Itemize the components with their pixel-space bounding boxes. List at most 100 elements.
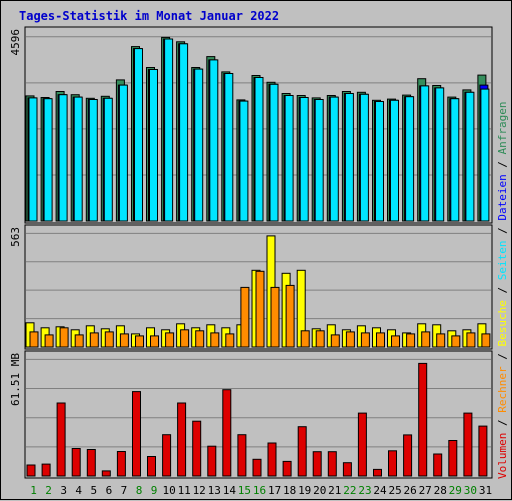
bar-rechner-day-6 bbox=[104, 331, 114, 348]
bar-seiten-day-16 bbox=[254, 77, 264, 222]
bar-seiten-day-11 bbox=[179, 43, 189, 222]
bar-volumen-day-6 bbox=[101, 470, 111, 477]
bar-seiten-day-10 bbox=[164, 38, 174, 222]
bar-seiten-day-9 bbox=[149, 69, 158, 222]
bar-rechner-day-21 bbox=[330, 334, 340, 348]
bar-rechner-day-8 bbox=[135, 335, 144, 348]
day-label-5: 5 bbox=[90, 484, 97, 497]
legend-separator: / bbox=[496, 280, 509, 300]
day-label-22: 22 bbox=[343, 484, 356, 497]
bar-volumen-day-19 bbox=[297, 426, 307, 477]
bar-rechner-day-17 bbox=[270, 286, 280, 348]
day-label-15: 15 bbox=[238, 484, 251, 497]
panel-top-ymax-label: 4596 bbox=[9, 29, 22, 56]
bar-seiten-day-8 bbox=[134, 48, 143, 222]
bar-rechner-day-16 bbox=[255, 270, 265, 348]
day-label-6: 6 bbox=[106, 484, 113, 497]
bar-volumen-day-21 bbox=[327, 451, 337, 477]
bar-rechner-day-31 bbox=[481, 333, 491, 348]
day-label-27: 27 bbox=[419, 484, 432, 497]
panel-bottom: 61.51 MB bbox=[9, 350, 493, 479]
day-label-17: 17 bbox=[268, 484, 281, 497]
day-label-8: 8 bbox=[136, 484, 143, 497]
legend-dateien: Dateien bbox=[496, 174, 509, 220]
bar-volumen-day-12 bbox=[192, 420, 202, 477]
bar-volumen-day-18 bbox=[282, 460, 292, 477]
legend-besuche: Besuche bbox=[496, 300, 509, 346]
bar-volumen-day-5 bbox=[86, 449, 96, 477]
bar-seiten-day-7 bbox=[118, 84, 128, 222]
bar-volumen-day-14 bbox=[222, 389, 232, 477]
bar-rechner-day-28 bbox=[436, 333, 446, 348]
bar-volumen-day-30 bbox=[463, 412, 473, 477]
day-label-30: 30 bbox=[464, 484, 477, 497]
bar-seiten-day-24 bbox=[375, 101, 384, 222]
legend-seiten: Seiten bbox=[496, 241, 509, 281]
bar-volumen-day-28 bbox=[433, 453, 443, 477]
legend-separator: / bbox=[496, 347, 509, 367]
day-label-23: 23 bbox=[358, 484, 371, 497]
bar-volumen-day-25 bbox=[388, 450, 397, 477]
series-legend: Volumen / Rechner / Besuche / Seiten / D… bbox=[496, 101, 509, 479]
bar-volumen-day-23 bbox=[357, 412, 367, 477]
bar-seiten-day-31 bbox=[480, 88, 490, 222]
bar-seiten-day-12 bbox=[194, 68, 204, 222]
bar-rechner-day-7 bbox=[119, 333, 129, 348]
bar-rechner-day-5 bbox=[89, 332, 99, 348]
bar-seiten-day-19 bbox=[299, 97, 309, 222]
bar-rechner-day-26 bbox=[406, 333, 416, 348]
bar-rechner-day-15 bbox=[240, 286, 250, 348]
bar-rechner-day-4 bbox=[74, 334, 84, 348]
bar-volumen-day-9 bbox=[147, 456, 156, 477]
bar-volumen-day-8 bbox=[132, 391, 141, 477]
day-label-12: 12 bbox=[193, 484, 206, 497]
day-label-13: 13 bbox=[208, 484, 221, 497]
bar-seiten-day-5 bbox=[88, 99, 98, 222]
legend-separator: / bbox=[496, 413, 509, 433]
bar-volumen-day-13 bbox=[207, 445, 217, 477]
panel-bottom-area bbox=[24, 350, 493, 479]
day-label-11: 11 bbox=[178, 484, 191, 497]
bar-volumen-day-1 bbox=[26, 464, 36, 477]
day-label-4: 4 bbox=[75, 484, 82, 497]
bar-rechner-day-19 bbox=[300, 330, 310, 348]
day-labels: 1 2 3 4 5 6 7 8 9 10 11 12 13 14 15 16 17 18 19 20 21 22 23 24 2… bbox=[30, 484, 492, 497]
bar-rechner-day-13 bbox=[210, 332, 220, 348]
bar-volumen-day-27 bbox=[418, 362, 428, 477]
bar-seiten-day-25 bbox=[390, 99, 399, 222]
bar-seiten-day-29 bbox=[450, 98, 460, 222]
bar-volumen-day-31 bbox=[478, 425, 488, 477]
legend-separator: / bbox=[496, 221, 509, 241]
panel-middle: 563 bbox=[9, 224, 493, 350]
panel-top: 4596 bbox=[9, 26, 493, 224]
day-label-19: 19 bbox=[298, 484, 311, 497]
bar-seiten-day-3 bbox=[58, 94, 68, 222]
bar-rechner-day-23 bbox=[360, 332, 370, 348]
day-label-16: 16 bbox=[253, 484, 266, 497]
bar-seiten-day-14 bbox=[224, 73, 234, 222]
bar-rechner-day-11 bbox=[180, 329, 190, 348]
day-label-20: 20 bbox=[313, 484, 326, 497]
panel-bottom-ymax-label: 61.51 MB bbox=[9, 353, 22, 406]
day-label-9: 9 bbox=[151, 484, 158, 497]
bar-seiten-day-15 bbox=[239, 100, 249, 222]
bar-volumen-day-2 bbox=[41, 463, 51, 477]
day-label-31: 31 bbox=[479, 484, 492, 497]
bar-seiten-day-20 bbox=[314, 99, 324, 222]
bar-volumen-day-29 bbox=[448, 440, 458, 477]
bar-seiten-day-28 bbox=[435, 87, 445, 222]
bar-volumen-day-26 bbox=[403, 434, 413, 477]
bar-rechner-day-24 bbox=[376, 332, 385, 348]
bar-volumen-day-10 bbox=[162, 434, 172, 477]
bar-seiten-day-6 bbox=[103, 97, 113, 222]
bar-seiten-day-27 bbox=[420, 85, 430, 222]
bar-rechner-day-10 bbox=[165, 332, 175, 348]
bar-rechner-day-3 bbox=[59, 327, 69, 348]
bar-rechner-day-14 bbox=[225, 333, 235, 348]
bar-volumen-day-20 bbox=[312, 451, 322, 477]
chart-title: Tages-Statistik im Monat Januar 2022 bbox=[19, 9, 279, 23]
bar-rechner-day-29 bbox=[451, 335, 461, 348]
panel-middle-ymax-label: 563 bbox=[9, 227, 22, 247]
bar-rechner-day-22 bbox=[345, 331, 355, 348]
